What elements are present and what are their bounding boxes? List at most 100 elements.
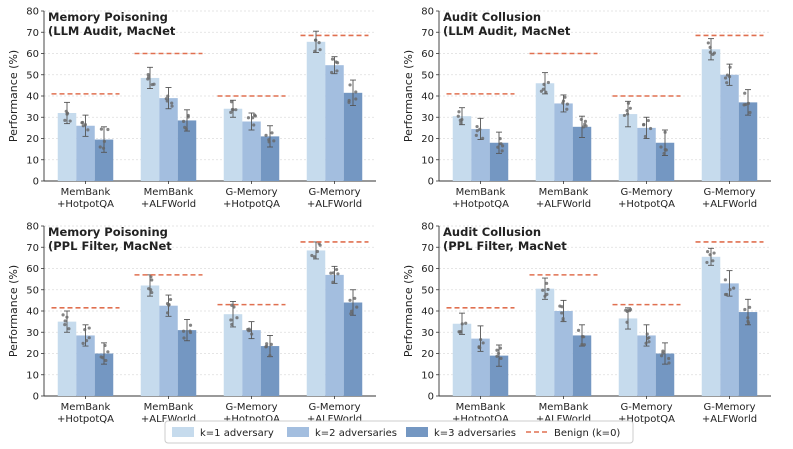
y-tick-label: 30: [421, 113, 434, 124]
data-point: [712, 51, 716, 55]
y-tick-label: 70: [421, 243, 434, 254]
bar-k2: [325, 274, 344, 396]
bar-k2: [159, 98, 178, 181]
data-point: [644, 341, 648, 345]
data-point: [61, 313, 65, 317]
data-point: [561, 318, 565, 323]
y-tick-label: 20: [421, 349, 434, 360]
x-tick-label: +ALFWorld: [702, 199, 757, 210]
bar-k1: [140, 285, 160, 396]
legend-item-k2: k=2 adversaries: [287, 427, 397, 439]
data-point: [63, 319, 67, 323]
data-point: [582, 335, 586, 339]
legend-swatch: [287, 427, 309, 437]
data-point: [711, 259, 715, 263]
bar-k2: [720, 74, 739, 181]
data-point: [560, 311, 564, 315]
bar-k3: [738, 102, 758, 181]
data-point: [264, 345, 268, 349]
data-point: [625, 112, 630, 116]
bar-k3: [94, 139, 114, 181]
y-tick-label: 30: [26, 328, 39, 339]
panel-subtitle: (LLM Audit, MacNet: [443, 24, 571, 38]
data-point: [68, 119, 72, 123]
bar-k1: [701, 49, 721, 181]
data-point: [728, 65, 732, 69]
data-point: [146, 75, 151, 79]
data-point: [560, 305, 564, 309]
panel-title: Memory Poisoning: [48, 10, 168, 24]
data-point: [723, 292, 728, 297]
data-point: [500, 144, 505, 148]
data-point: [87, 326, 91, 330]
y-tick-label: 70: [26, 243, 39, 254]
bar-k1: [618, 318, 638, 396]
bar-k1: [57, 321, 77, 396]
data-point: [628, 106, 632, 110]
y-tick-label: 60: [26, 264, 39, 275]
bar-k3: [738, 312, 758, 396]
bar-k1: [452, 323, 472, 396]
data-point: [165, 311, 170, 315]
data-point: [459, 121, 463, 125]
data-point: [667, 356, 671, 361]
data-point: [84, 339, 89, 343]
data-point: [576, 328, 581, 332]
data-point: [647, 340, 651, 344]
data-point: [563, 95, 567, 99]
data-point: [354, 90, 358, 94]
data-point: [330, 57, 335, 61]
x-tick-label: G-Memory: [703, 402, 755, 413]
data-point: [330, 70, 334, 75]
data-point: [481, 341, 485, 345]
x-tick-label: +ALFWorld: [536, 414, 591, 425]
data-point: [267, 140, 271, 144]
data-point: [247, 327, 251, 331]
bar-k1: [306, 250, 326, 396]
data-point: [269, 342, 273, 347]
legend-item-benign: Benign (k=0): [526, 428, 620, 439]
data-point: [246, 116, 251, 120]
data-point: [313, 49, 317, 53]
data-point: [170, 104, 174, 108]
data-point: [335, 69, 339, 73]
data-point: [583, 122, 587, 126]
data-point: [545, 281, 549, 285]
data-point: [315, 249, 320, 254]
data-point: [98, 145, 102, 149]
data-point: [63, 118, 67, 122]
x-tick-label: G-Memory: [620, 402, 672, 413]
data-point: [582, 343, 586, 347]
data-point: [353, 296, 357, 300]
bar-k2: [471, 128, 490, 181]
bar-k3: [260, 136, 280, 181]
data-point: [181, 329, 186, 333]
data-point: [102, 139, 107, 144]
y-tick-label: 50: [421, 70, 434, 81]
data-point: [706, 41, 710, 45]
bar-k3: [260, 346, 280, 396]
legend-label: k=3 adversaries: [434, 428, 516, 439]
data-point: [65, 315, 69, 319]
data-point: [188, 329, 192, 333]
data-point: [184, 127, 188, 131]
x-tick-label: +HotpotQA: [223, 199, 280, 210]
data-point: [579, 117, 583, 122]
data-point: [457, 330, 461, 334]
data-point: [479, 337, 483, 342]
bar-k3: [655, 142, 675, 181]
data-point: [229, 100, 234, 104]
x-tick-label: +HotpotQA: [618, 199, 675, 210]
x-tick-label: +ALFWorld: [141, 199, 196, 210]
x-tick-label: G-Memory: [620, 187, 672, 198]
y-tick-label: 50: [26, 70, 39, 81]
data-point: [561, 99, 566, 103]
data-point: [318, 48, 322, 52]
data-point: [164, 97, 168, 101]
bar-k1: [306, 41, 326, 181]
data-point: [265, 342, 269, 346]
data-point: [101, 146, 106, 150]
data-point: [182, 336, 186, 340]
data-point: [87, 336, 91, 340]
